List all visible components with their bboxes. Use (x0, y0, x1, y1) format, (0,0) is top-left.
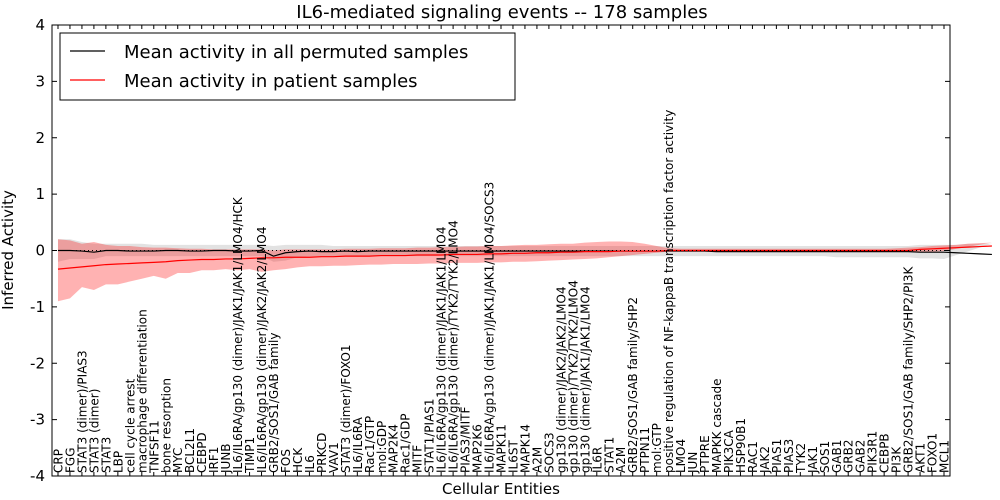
x-tick-label: A2M (614, 447, 628, 473)
x-tick-label: cell cycle arrest (123, 378, 137, 473)
x-tick-label: STAT1/PIAS1 (423, 398, 437, 473)
x-tick-label: STAT3 (dimer) (87, 389, 101, 473)
x-tick-label: MAP2K6 (471, 424, 485, 473)
x-tick-label: Rac1/GTP (363, 416, 377, 473)
y-tick-label: 4 (35, 16, 45, 34)
x-tick-label: MAPK14 (518, 424, 532, 473)
x-tick-label: HCK (291, 447, 305, 473)
x-tick-label: gp130 (dimer)/JAK1/JAK1/LMO4 (578, 286, 592, 473)
chart-title: IL6-mediated signaling events -- 178 sam… (296, 2, 707, 23)
y-axis-label: Inferred Activity (0, 190, 17, 310)
x-tick-label: JAK2 (758, 446, 772, 474)
x-tick-label: JUN (686, 452, 700, 474)
x-tick-label: macrophage differentiation (135, 309, 149, 473)
x-tick-label: MITF (411, 445, 425, 473)
x-tick-label: LMO4 (674, 439, 688, 473)
y-axis: -4 -3 -2 -1 0 1 2 3 4 (30, 16, 950, 485)
x-tick-label: MAPK11 (495, 424, 509, 473)
x-tick-label: BCL2L1 (183, 428, 197, 473)
x-tick-label: TIMP1 (243, 437, 257, 474)
legend-label-patient: Mean activity in patient samples (124, 71, 418, 92)
x-tick-label: STAT3 (99, 437, 113, 473)
y-tick-label: -2 (30, 354, 45, 372)
legend-box (59, 32, 516, 101)
x-tick-label: PTPN11 (638, 427, 652, 473)
x-tick-label: PRKCD (315, 433, 329, 473)
x-tick-label: PIAS3/MITF (459, 406, 473, 473)
x-tick-label: HSP90B1 (734, 418, 748, 473)
x-tick-label: A2M (530, 447, 544, 473)
legend: Mean activity in all permuted samples Me… (59, 32, 516, 101)
x-tick-label: STAT3 (dimer)/FOXO1 (339, 344, 353, 473)
x-tick-label: LBP (111, 451, 125, 473)
x-tick-label: GRB2 (842, 439, 856, 473)
x-tick-label: STAT1 (602, 437, 616, 473)
x-tick-label: IL6/IL6RA/gp130 (dimer)/JAK1/JAK1/LMO4/H… (231, 196, 245, 473)
x-axis (57, 25, 945, 476)
x-tick-label: JUNB (219, 443, 233, 474)
x-tick-label: PIK3CA (722, 429, 736, 473)
x-tick-label: GAB2 (854, 440, 868, 473)
x-tick-label: JAK1 (806, 446, 820, 474)
x-tick-label: gp130 (dimer)/TYK2/TYK2/LMO4 (566, 280, 580, 473)
y-tick-label: -4 (30, 467, 45, 485)
y-tick-label: -3 (30, 411, 45, 429)
x-tick-label: TNFSF11 (147, 420, 161, 474)
x-tick-label: PI3K (890, 446, 904, 473)
x-tick-label: positive regulation of NF-kappaB transcr… (662, 110, 676, 473)
legend-label-permuted: Mean activity in all permuted samples (124, 42, 468, 63)
x-tick-label: IL6R (590, 447, 604, 473)
y-tick-label: 0 (35, 242, 45, 260)
x-tick-label: SOS1 (818, 441, 832, 473)
x-tick-label: AKT1 (914, 443, 928, 473)
y-tick-label: 2 (35, 129, 45, 147)
x-tick-label: MAP2K4 (387, 424, 401, 473)
band-series-1 (57, 239, 992, 302)
x-tick-label: MCL1 (938, 440, 952, 473)
x-tick-label: GRB2/SOS1/GAB family/SHP2/PI3K (902, 265, 916, 473)
x-tick-label: IL6/IL6RA/gp130 (dimer)/JAK1/JAK1/LMO4/S… (483, 182, 497, 473)
x-tick-label: IL6/IL6RA/gp130 (dimer)/TYK2/TYK2/LMO4 (447, 220, 461, 473)
x-tick-label: VAV1 (327, 442, 341, 473)
x-tick-label: CEBPD (195, 432, 209, 473)
x-tick-label: IL6/IL6RA (351, 416, 365, 473)
x-tick-label: IL6ST (506, 440, 520, 473)
x-tick-label: MYC (171, 448, 185, 473)
y-tick-label: 3 (35, 72, 45, 90)
line-series-0 (57, 249, 992, 257)
x-tick-label: CEBPB (878, 433, 892, 473)
x-tick-label: IL6 (303, 455, 317, 473)
x-tick-label: CRP (51, 449, 65, 473)
x-tick-label: GRB2/SOS1/GAB family/SHP2 (626, 297, 640, 473)
x-tick-label: bone resorption (159, 378, 173, 473)
x-tick-label: PIAS3 (782, 439, 796, 473)
x-tick-label: IL6/IL6RA/gp130 (dimer)/JAK1/JAK1/LMO4 (435, 227, 449, 473)
x-tick-label: PTPRE (698, 435, 712, 473)
x-tick-label: FOXO1 (926, 433, 940, 473)
x-tick-label: PIK3R1 (866, 431, 880, 473)
x-tick-label: RAC1 (746, 441, 760, 473)
x-axis-label: Cellular Entities (442, 480, 560, 498)
y-tick-label: -1 (30, 298, 45, 316)
x-tick-label: GAB1 (830, 440, 844, 473)
x-tick-label: FOS (279, 449, 293, 473)
x-tick-label: IRF1 (207, 447, 221, 473)
x-tick-label: GRB2/SOS1/GAB family (267, 333, 281, 474)
x-tick-label: mol:GDP (375, 421, 389, 473)
x-tick-label: gp130 (dimer)/JAK2/JAK2/LMO4 (554, 286, 568, 473)
x-tick-label: MAPKK cascade (710, 378, 724, 473)
x-tick-label: PIAS1 (770, 439, 784, 473)
x-tick-label: Rac1/GDP (399, 414, 413, 473)
x-tick-label: IL6/IL6RA/gp130 (dimer)/JAK2/JAK2/LMO4 (255, 227, 269, 473)
x-tick-label: SOCS3 (542, 432, 556, 473)
x-tick-label: FGG (63, 448, 77, 474)
y-tick-label: 1 (35, 185, 45, 203)
x-tick-label: TYK2 (794, 443, 808, 474)
x-tick-label: mol:GTP (650, 423, 664, 473)
x-tick-label: STAT3 (dimer)/PIAS3 (75, 350, 89, 473)
